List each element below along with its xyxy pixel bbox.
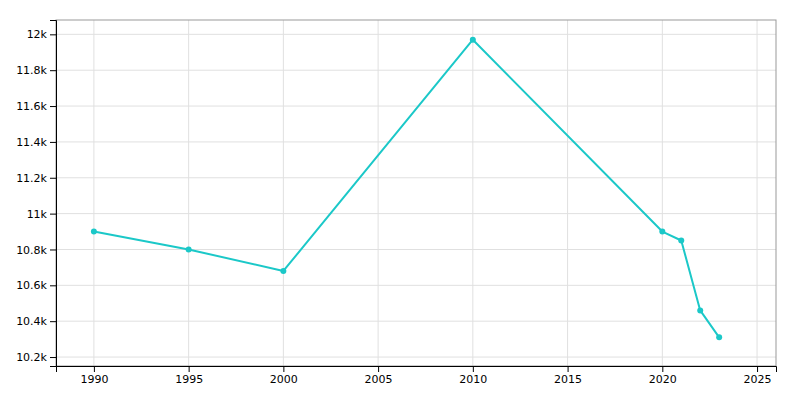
x-tick: 2010: [459, 366, 487, 386]
y-tick-mark: [50, 142, 56, 143]
x-axis: 1990 1995 2000 2005 2010 2015 2020 2025: [57, 366, 777, 386]
x-tick: 1995: [175, 366, 203, 386]
x-tick-label: 2000: [270, 373, 298, 386]
x-tick-mark: [94, 366, 95, 372]
y-tick-label: 10.6k: [16, 279, 47, 292]
x-tick-label: 2005: [365, 373, 393, 386]
grid-line: [56, 213, 776, 214]
y-tick: 11k: [27, 208, 56, 221]
y-tick: 10.8k: [16, 243, 56, 256]
x-tick: 2005: [365, 366, 393, 386]
grid-line: [662, 20, 663, 366]
y-axis: 10.2k 10.4k 10.6k 10.8k 11k 11.2k 11.4k 11.6k 11…: [16, 21, 56, 367]
grid-line: [56, 249, 776, 250]
y-tick: 11.2k: [16, 172, 56, 185]
x-tick: 2015: [554, 366, 582, 386]
y-tick-label: 11.2k: [16, 172, 47, 185]
y-tick-mark: [50, 34, 56, 35]
grid-line: [56, 357, 776, 358]
grid-line: [378, 20, 379, 366]
x-axis-line: [57, 367, 777, 373]
y-tick-mark: [50, 106, 56, 107]
x-tick: 2025: [744, 366, 772, 386]
point: [697, 307, 703, 313]
y-tick-label: 11.4k: [16, 136, 47, 149]
line: [94, 40, 719, 338]
y-tick-mark: [50, 357, 56, 358]
grid-line: [93, 20, 94, 366]
grid-line: [56, 106, 776, 107]
x-tick-mark: [283, 366, 284, 372]
grid-line: [56, 177, 776, 178]
point: [91, 229, 97, 235]
point: [678, 238, 684, 244]
grid-line: [56, 285, 776, 286]
y-tick-label: 11k: [27, 208, 48, 221]
y-tick-mark: [50, 321, 56, 322]
y-tick-label: 10.4k: [16, 315, 47, 328]
y-tick-mark: [50, 249, 56, 250]
x-tick-label: 1995: [175, 373, 203, 386]
grid-line: [757, 20, 758, 366]
y-axis-line: [50, 21, 57, 367]
grid-line: [56, 321, 776, 322]
grid: [56, 20, 776, 366]
x-tick-mark: [757, 366, 758, 372]
y-tick: 10.2k: [16, 351, 56, 364]
y-tick-mark: [50, 178, 56, 179]
point: [716, 334, 722, 340]
x-tick-label: 2015: [554, 373, 582, 386]
x-tick: 2000: [270, 366, 298, 386]
y-tick-mark: [50, 70, 56, 71]
x-tick-mark: [473, 366, 474, 372]
x-tick: 2020: [649, 366, 677, 386]
y-tick: 12k: [27, 28, 56, 41]
y-tick-label: 11.8k: [16, 64, 47, 77]
grid-line: [56, 70, 776, 71]
plot-area: [91, 37, 722, 341]
grid-line: [472, 20, 473, 366]
x-tick-mark: [378, 366, 379, 372]
x-tick-mark: [189, 366, 190, 372]
x-tick-label: 2020: [649, 373, 677, 386]
y-tick-label: 12k: [27, 28, 48, 41]
y-tick-label: 10.2k: [16, 351, 47, 364]
grid-line: [567, 20, 568, 366]
point: [659, 229, 665, 235]
point: [280, 268, 286, 274]
y-tick: 10.4k: [16, 315, 56, 328]
y-tick: 10.6k: [16, 279, 56, 292]
y-tick-label: 11.6k: [16, 100, 47, 113]
grid-line: [56, 141, 776, 142]
plot-frame: [56, 20, 776, 366]
x-tick-mark: [662, 366, 663, 372]
y-tick: 11.4k: [16, 136, 56, 149]
grid-line: [188, 20, 189, 366]
grid-line: [56, 34, 776, 35]
grid-line: [283, 20, 284, 366]
y-tick-label: 10.8k: [16, 243, 47, 256]
x-tick-label: 2010: [459, 373, 487, 386]
point: [470, 37, 476, 43]
y-tick: 11.6k: [16, 100, 56, 113]
x-tick: 1990: [80, 366, 108, 386]
x-tick-label: 2025: [744, 373, 772, 386]
x-tick-label: 1990: [80, 373, 108, 386]
x-tick-mark: [568, 366, 569, 372]
y-tick-mark: [50, 214, 56, 215]
point: [186, 246, 192, 252]
chart: 1990199520002005201020152020202510.2k10.…: [0, 0, 800, 400]
y-tick: 11.8k: [16, 64, 56, 77]
y-tick-mark: [50, 285, 56, 286]
